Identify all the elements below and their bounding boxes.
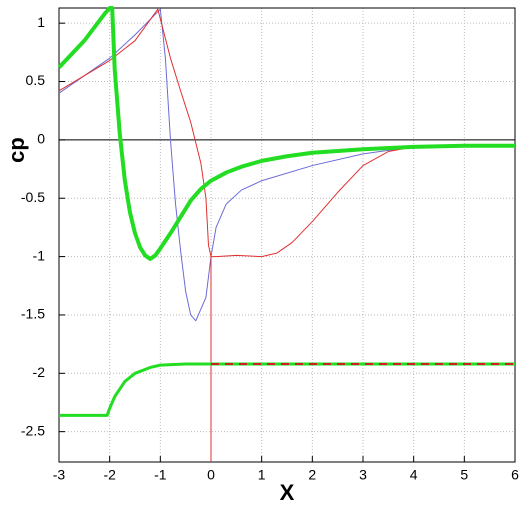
x-tick-label: -1 — [154, 467, 167, 483]
x-tick-label: 2 — [308, 467, 316, 483]
y-tick-label: -1.5 — [21, 306, 45, 322]
curve — [58, 8, 516, 322]
y-axis-title: cp — [4, 137, 29, 163]
x-tick-label: 3 — [359, 467, 367, 483]
x-tick-label: -3 — [53, 467, 66, 483]
x-tick-label: -2 — [103, 467, 116, 483]
y-tick-label: 1 — [37, 14, 45, 30]
x-tick-label: 0 — [207, 467, 215, 483]
y-tick-label: -2.5 — [21, 422, 45, 438]
x-tick-label: 4 — [410, 467, 418, 483]
x-tick-label: 6 — [511, 467, 519, 483]
curve — [57, 6, 515, 261]
plot-frame — [58, 7, 516, 463]
y-tick-label: 0 — [37, 131, 45, 147]
y-tick-label: -0.5 — [21, 189, 45, 205]
x-tick-label: 5 — [460, 467, 468, 483]
y-tick-label: -2 — [33, 364, 46, 380]
x-axis-title: X — [280, 480, 295, 505]
y-tick-label: 0.5 — [26, 72, 46, 88]
y-tick-label: -1 — [33, 247, 46, 263]
x-tick-label: 1 — [258, 467, 266, 483]
curve — [58, 8, 516, 258]
curve — [59, 362, 515, 417]
